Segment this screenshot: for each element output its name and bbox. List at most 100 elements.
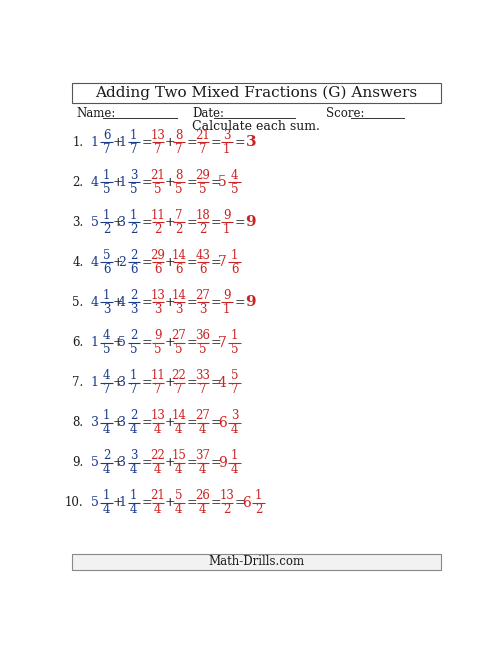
Text: 7: 7	[130, 143, 138, 156]
Text: 9: 9	[223, 208, 230, 222]
Text: 5: 5	[103, 248, 110, 261]
Text: 5: 5	[130, 183, 138, 196]
Text: =: =	[210, 376, 222, 389]
Text: 5: 5	[130, 344, 138, 356]
Text: +: +	[113, 376, 124, 389]
Text: 2: 2	[118, 256, 126, 269]
Text: =: =	[142, 496, 152, 509]
Text: 3: 3	[154, 303, 162, 316]
Text: =: =	[210, 176, 222, 189]
Text: 1: 1	[130, 129, 138, 142]
Text: +: +	[113, 256, 124, 269]
Text: 13: 13	[150, 409, 166, 422]
Text: =: =	[210, 256, 222, 269]
Text: 1: 1	[91, 336, 99, 349]
Text: 7: 7	[218, 336, 227, 349]
Text: 7: 7	[103, 143, 110, 156]
Text: 21: 21	[150, 169, 165, 182]
Text: 7: 7	[218, 256, 227, 269]
Text: =: =	[186, 456, 197, 469]
Text: 5: 5	[231, 369, 238, 382]
Text: 1: 1	[223, 223, 230, 236]
Text: 3: 3	[103, 303, 110, 316]
Text: 7: 7	[103, 383, 110, 397]
Text: 5: 5	[118, 336, 126, 349]
Text: 1: 1	[130, 369, 138, 382]
Text: 4: 4	[130, 503, 138, 516]
Text: 3: 3	[130, 449, 138, 462]
Text: 4: 4	[199, 463, 206, 476]
Text: 27: 27	[172, 329, 186, 342]
Text: 5: 5	[218, 175, 227, 190]
Text: 22: 22	[150, 449, 165, 462]
Text: 43: 43	[196, 248, 210, 261]
Text: +: +	[165, 336, 175, 349]
Text: Adding Two Mixed Fractions (G) Answers: Adding Two Mixed Fractions (G) Answers	[95, 86, 418, 100]
Text: =: =	[234, 296, 246, 309]
Text: 22: 22	[172, 369, 186, 382]
Text: =: =	[186, 176, 197, 189]
Text: 1: 1	[91, 136, 99, 149]
Text: 2: 2	[130, 223, 138, 236]
Text: 2: 2	[130, 248, 138, 261]
Text: 13: 13	[220, 489, 234, 502]
Text: Name:: Name:	[76, 107, 116, 120]
Text: 26: 26	[196, 489, 210, 502]
Text: 14: 14	[172, 248, 186, 261]
Text: =: =	[186, 416, 197, 429]
Text: 8.: 8.	[72, 416, 84, 429]
Text: =: =	[186, 256, 197, 269]
Text: 7: 7	[154, 383, 162, 397]
Text: Math-Drills.com: Math-Drills.com	[208, 556, 304, 569]
Text: 7: 7	[231, 383, 238, 397]
Text: +: +	[165, 456, 175, 469]
Text: 5: 5	[103, 183, 110, 196]
Text: 6: 6	[242, 496, 251, 510]
Text: =: =	[142, 416, 152, 429]
Text: 6: 6	[218, 415, 227, 430]
Text: 3: 3	[118, 376, 126, 389]
Text: 1: 1	[118, 176, 126, 189]
Text: =: =	[142, 216, 152, 229]
Text: 5: 5	[231, 344, 238, 356]
Text: =: =	[210, 416, 222, 429]
Text: 4: 4	[103, 423, 110, 436]
Text: 1: 1	[118, 496, 126, 509]
Text: 4: 4	[231, 463, 238, 476]
Text: 3: 3	[130, 169, 138, 182]
Text: 14: 14	[172, 289, 186, 302]
Text: 11: 11	[150, 208, 165, 222]
Text: 29: 29	[150, 248, 166, 261]
Text: 8: 8	[175, 129, 182, 142]
Text: 5: 5	[231, 183, 238, 196]
Text: =: =	[186, 136, 197, 149]
Text: +: +	[165, 376, 175, 389]
Text: 4: 4	[199, 423, 206, 436]
Text: 2: 2	[103, 449, 110, 462]
Text: 1: 1	[130, 489, 138, 502]
Text: 4.: 4.	[72, 256, 84, 269]
Text: 4: 4	[175, 423, 182, 436]
Text: =: =	[210, 456, 222, 469]
Text: =: =	[142, 336, 152, 349]
Text: 3: 3	[118, 416, 126, 429]
Text: +: +	[113, 416, 124, 429]
Text: 3: 3	[118, 216, 126, 229]
Text: 3: 3	[246, 135, 256, 149]
Text: 5: 5	[175, 344, 182, 356]
Text: 6: 6	[199, 263, 206, 276]
Text: 29: 29	[196, 169, 210, 182]
Text: 7: 7	[199, 143, 206, 156]
Text: 3: 3	[91, 416, 99, 429]
Text: 15: 15	[172, 449, 186, 462]
Text: 3: 3	[175, 303, 182, 316]
Text: 4: 4	[103, 369, 110, 382]
Text: +: +	[165, 216, 175, 229]
Text: 1: 1	[223, 303, 230, 316]
Text: +: +	[113, 456, 124, 469]
Text: =: =	[234, 136, 246, 149]
Text: 7: 7	[175, 143, 182, 156]
Text: 2.: 2.	[72, 176, 84, 189]
Text: 4: 4	[175, 463, 182, 476]
Text: =: =	[142, 176, 152, 189]
